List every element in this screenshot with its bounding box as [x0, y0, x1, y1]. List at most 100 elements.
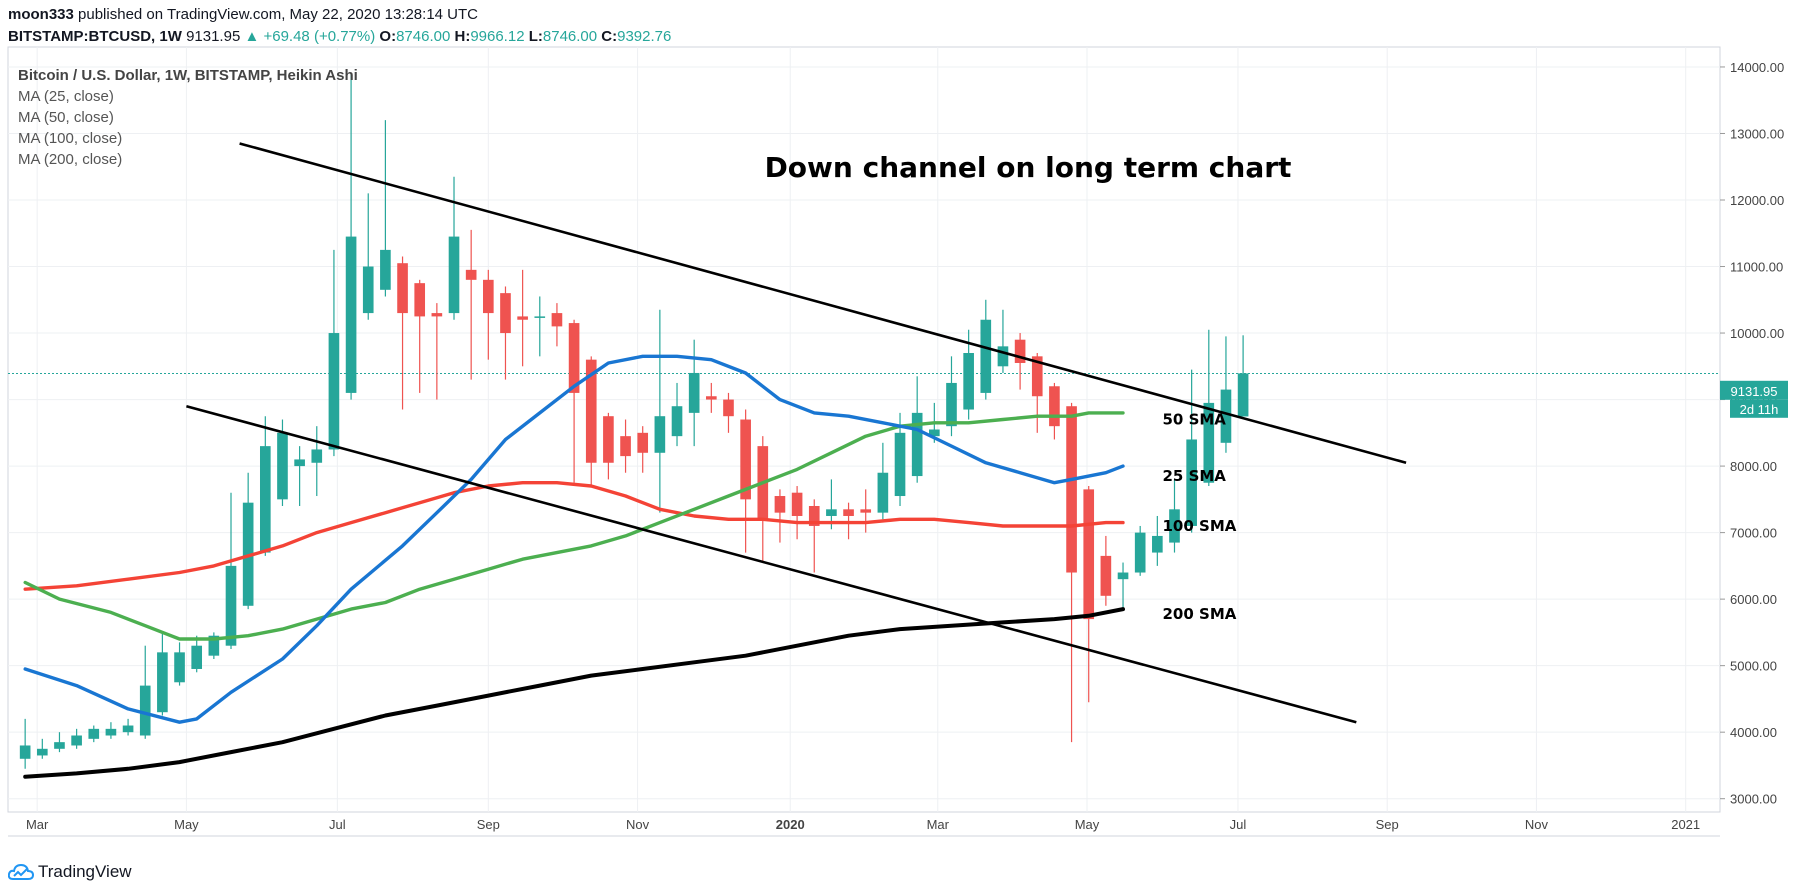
candle — [1152, 515, 1163, 566]
candle — [791, 486, 803, 540]
candle-body — [603, 416, 614, 463]
channel-lines — [186, 142, 1407, 724]
y-tick-label: 11000.00 — [1730, 260, 1783, 275]
candle — [1066, 402, 1077, 743]
candle-body — [1220, 389, 1232, 443]
candle — [774, 489, 786, 543]
tradingview-logo[interactable]: TradingView — [8, 862, 132, 882]
candle-body — [774, 496, 786, 513]
channel-upper-line — [239, 142, 1407, 465]
candle — [637, 426, 649, 473]
candle-body — [465, 269, 477, 280]
countdown-value: 2d 11h — [1740, 402, 1779, 417]
y-tick-label: 4000.00 — [1730, 725, 1777, 740]
x-tick-label: 2020 — [776, 817, 805, 832]
candle — [157, 632, 168, 716]
y-tick-label: 12000.00 — [1730, 193, 1784, 208]
candle — [483, 269, 494, 360]
candle-body — [174, 652, 185, 683]
candle-body — [654, 416, 666, 453]
candle — [431, 303, 443, 400]
candle — [448, 176, 460, 320]
candle — [894, 412, 906, 506]
candle-body — [483, 279, 494, 314]
candle — [1014, 333, 1026, 390]
publisher-name[interactable]: moon333 — [8, 6, 74, 23]
y-tick-label: 5000.00 — [1730, 659, 1777, 674]
candle-body — [1152, 535, 1163, 553]
candle-body — [894, 432, 906, 497]
candle-body — [877, 472, 889, 513]
ma50-line — [23, 411, 1125, 641]
symbol[interactable]: BITSTAMP:BTCUSD, 1W — [8, 28, 182, 45]
legend-main[interactable]: Bitcoin / U.S. Dollar, 1W, BITSTAMP, Hei… — [18, 67, 358, 84]
candle-body — [380, 249, 391, 290]
low-label: L: — [528, 28, 543, 45]
candle-body — [208, 635, 220, 656]
sma-annotation: 100 SMA — [1162, 517, 1236, 535]
candle-body — [1031, 356, 1043, 397]
candle-body — [397, 263, 408, 314]
candle-body — [688, 372, 700, 413]
last-price: 9131.95 — [186, 28, 241, 45]
candle-body — [826, 509, 837, 516]
candle-body — [259, 446, 271, 553]
plot-frame — [7, 46, 1721, 813]
candle-body — [946, 382, 957, 427]
tradingview-cloud-icon — [8, 863, 34, 880]
y-tick-label: 7000.00 — [1730, 526, 1777, 541]
candle-body — [860, 509, 872, 513]
candle — [465, 229, 477, 380]
x-tick-label: Jul — [1230, 817, 1247, 832]
candle — [500, 286, 511, 380]
published-text: published on TradingView.com, May 22, 20… — [78, 6, 478, 23]
candle-body — [448, 236, 460, 314]
x-tick-label: May — [1075, 817, 1100, 832]
y-tick-label: 6000.00 — [1730, 592, 1777, 607]
y-tick-label: 10000.00 — [1730, 326, 1784, 341]
candle — [294, 446, 305, 506]
candle-body — [1066, 406, 1077, 573]
candle — [706, 382, 717, 413]
candle — [1186, 369, 1197, 533]
legend-ma50[interactable]: MA (50, close) — [18, 109, 114, 126]
x-tick-label: May — [174, 817, 199, 832]
open-label: O: — [379, 28, 397, 45]
candle-body — [568, 323, 580, 393]
symbol-info: BITSTAMP:BTCUSD, 1W 9131.95 ▲ +69.48 (+0… — [8, 28, 671, 45]
candle — [36, 738, 48, 759]
candle — [620, 419, 631, 473]
x-axis: Mar May Jul Sep Nov 2020 Mar May Jul Sep Nov 2021 — [26, 817, 1700, 832]
candle-body — [620, 436, 631, 457]
y-tick-label: 8000.00 — [1730, 459, 1777, 474]
x-tick-label: Mar — [26, 817, 49, 832]
chart-title: Down channel on long term chart — [765, 151, 1292, 184]
high-value: 9966.12 — [470, 28, 525, 45]
x-tick-label: Sep — [1376, 817, 1399, 832]
low-value: 8746.00 — [542, 28, 598, 45]
candle — [88, 725, 100, 743]
legend-ma200[interactable]: MA (200, close) — [18, 151, 123, 168]
candle-body — [1203, 402, 1215, 483]
candle-body — [1169, 509, 1180, 543]
close-value: 9392.76 — [617, 28, 672, 45]
candle-body — [36, 748, 48, 756]
legend-ma25[interactable]: MA (25, close) — [18, 88, 114, 105]
candle — [414, 279, 426, 393]
candle — [259, 416, 271, 556]
candle — [671, 382, 683, 447]
candle-body — [414, 283, 426, 317]
candle — [1049, 382, 1060, 440]
candle-body — [808, 506, 820, 526]
x-tick-label: Nov — [626, 817, 650, 832]
ma100-line — [23, 481, 1125, 591]
high-label: H: — [454, 28, 471, 45]
candle-body — [791, 492, 803, 516]
legend-ma100[interactable]: MA (100, close) — [18, 130, 123, 147]
candle — [139, 645, 151, 739]
candle-body — [1134, 532, 1146, 573]
candle — [757, 436, 769, 563]
candle — [122, 718, 134, 736]
candle — [603, 412, 614, 480]
